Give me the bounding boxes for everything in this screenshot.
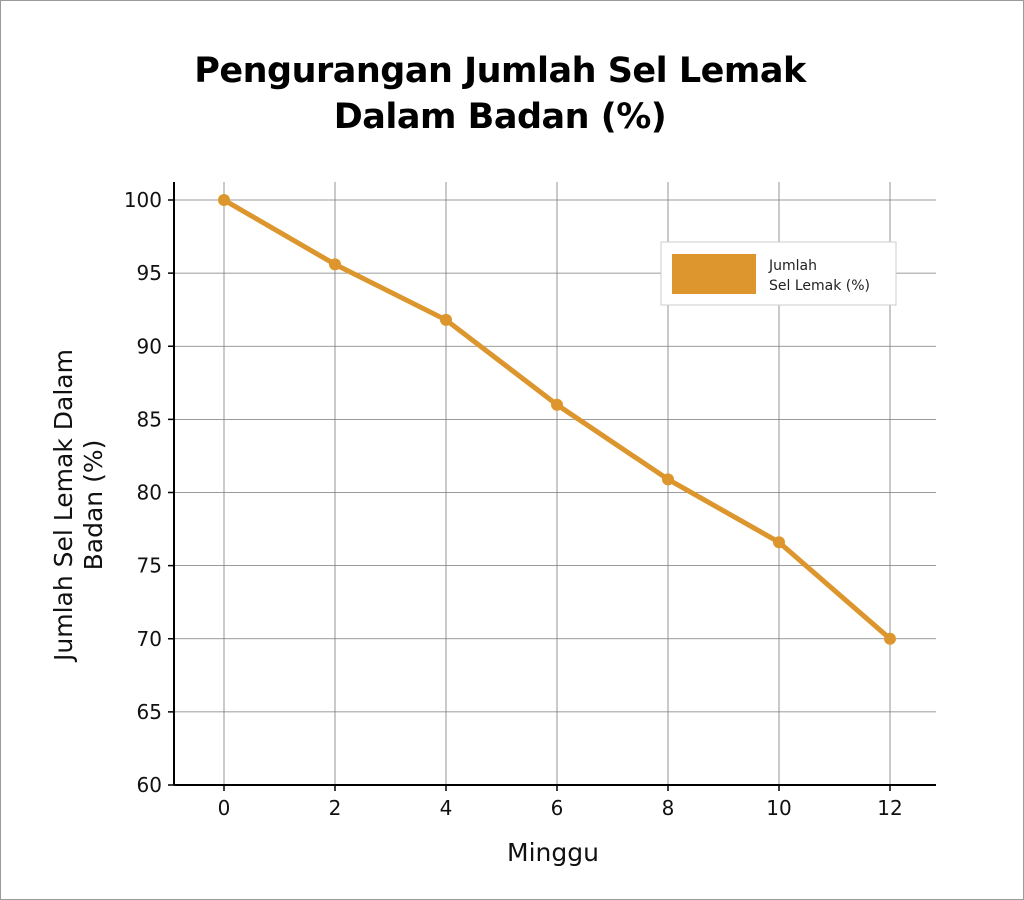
y-axis-label-line-2: Badan (%) — [79, 440, 108, 571]
y-tick-label-95: 95 — [137, 261, 162, 285]
y-axis-label-line-1: Jumlah Sel Lemak Dalam — [49, 349, 78, 663]
data-point-6 — [551, 398, 563, 411]
y-tick-label-85: 85 — [137, 407, 162, 431]
data-point-2 — [329, 258, 341, 271]
y-axis-label: Jumlah Sel Lemak Dalam Badan (%) — [49, 349, 108, 663]
x-axis-label: Minggu — [507, 838, 599, 867]
y-tick-label-90: 90 — [137, 334, 162, 358]
data-point-0 — [218, 194, 230, 206]
y-tick-label-65: 65 — [137, 700, 162, 724]
x-tick-label-12: 12 — [877, 796, 902, 820]
legend-swatch — [672, 254, 756, 294]
data-point-10 — [773, 536, 785, 549]
x-tick-label-0: 0 — [218, 796, 231, 820]
series — [218, 194, 896, 645]
y-tick-label-70: 70 — [137, 627, 162, 651]
data-point-12 — [884, 632, 896, 645]
legend-label-line-1: Jumlah — [768, 258, 817, 274]
x-tick-label-2: 2 — [329, 796, 342, 820]
y-tick-label-100: 100 — [124, 188, 162, 212]
chart-title: Pengurangan Jumlah Sel Lemak Dalam Badan… — [0, 48, 1000, 140]
chart-title-line-1: Pengurangan Jumlah Sel Lemak — [194, 51, 806, 91]
y-tick-label-75: 75 — [137, 554, 162, 578]
tick-labels: 60 65 70 75 80 85 90 95 100 0 2 4 6 8 10 12 — [124, 188, 903, 820]
data-point-4 — [440, 313, 452, 326]
x-tick-label-4: 4 — [440, 796, 453, 820]
y-tick-label-60: 60 — [137, 773, 162, 797]
legend-label-line-2: Sel Lemak (%) — [769, 278, 870, 294]
y-tick-label-80: 80 — [137, 481, 162, 505]
data-point-8 — [662, 473, 674, 486]
x-tick-label-8: 8 — [662, 796, 675, 820]
x-tick-label-6: 6 — [551, 796, 564, 820]
x-tick-label-10: 10 — [766, 796, 791, 820]
axes — [168, 182, 936, 791]
legend: Jumlah Sel Lemak (%) — [660, 241, 897, 306]
chart-title-line-2: Dalam Badan (%) — [333, 97, 667, 137]
